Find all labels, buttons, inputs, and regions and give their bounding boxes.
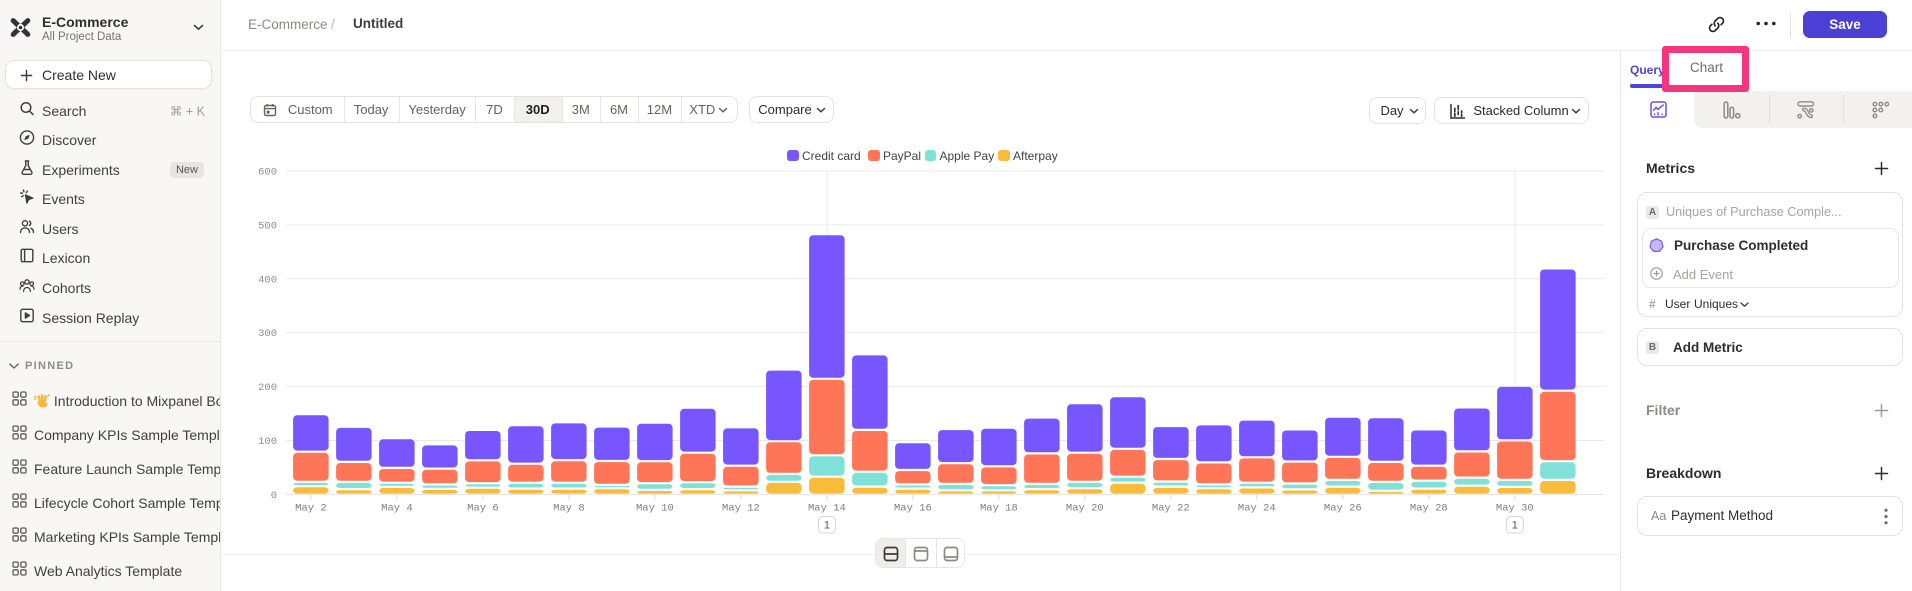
svg-text:200: 200: [258, 382, 277, 394]
svg-text:May 24: May 24: [1238, 503, 1276, 515]
svg-text:May 8: May 8: [553, 503, 585, 515]
svg-text:May 12: May 12: [722, 503, 760, 515]
svg-text:May 18: May 18: [980, 503, 1018, 515]
svg-text:May 20: May 20: [1066, 503, 1104, 515]
svg-text:1: 1: [824, 520, 830, 532]
svg-text:300: 300: [258, 328, 277, 340]
svg-text:0: 0: [271, 490, 277, 502]
svg-text:May 14: May 14: [808, 503, 846, 515]
svg-text:May 10: May 10: [636, 503, 674, 515]
svg-text:May 22: May 22: [1152, 503, 1190, 515]
svg-text:600: 600: [258, 167, 277, 179]
svg-text:May 28: May 28: [1410, 503, 1448, 515]
svg-text:1: 1: [1512, 520, 1518, 532]
svg-text:May 6: May 6: [467, 503, 499, 515]
svg-text:400: 400: [258, 274, 277, 286]
svg-text:May 2: May 2: [295, 503, 327, 515]
svg-text:May 30: May 30: [1496, 503, 1534, 515]
svg-text:May 26: May 26: [1324, 503, 1362, 515]
svg-text:May 4: May 4: [381, 503, 413, 515]
svg-text:500: 500: [258, 220, 277, 232]
svg-text:May 16: May 16: [894, 503, 932, 515]
svg-text:100: 100: [258, 436, 277, 448]
